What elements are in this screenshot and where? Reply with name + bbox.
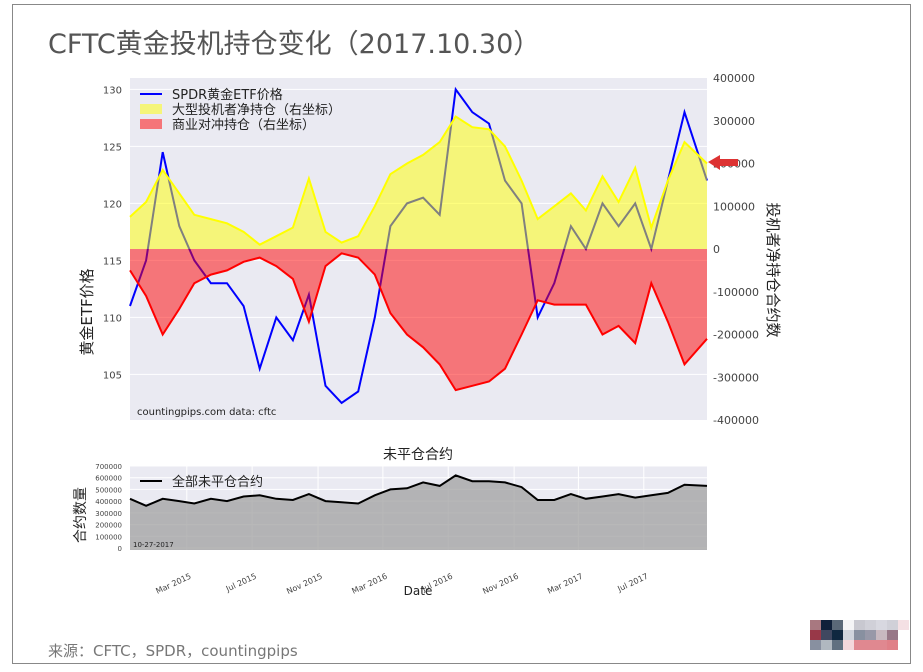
source-note: 来源：CFTC，SPDR，countingpips bbox=[48, 642, 298, 660]
oi-tick-label: 300000 bbox=[95, 510, 122, 518]
legend-label: 大型投机者净持仓（右坐标） bbox=[172, 102, 341, 118]
logo-pixel bbox=[810, 630, 821, 640]
logo-pixel bbox=[887, 640, 898, 650]
logo-pixel bbox=[854, 640, 865, 650]
logo-pixel bbox=[854, 630, 865, 640]
logo-pixel bbox=[865, 640, 876, 650]
x-tick-label: Jul 2017 bbox=[615, 572, 649, 594]
logo-pixel bbox=[843, 640, 854, 650]
oi-fill bbox=[130, 475, 707, 550]
oi-annotation: 10-27-2017 bbox=[133, 541, 174, 549]
logo-pixel bbox=[832, 620, 843, 630]
right-tick-label: -400000 bbox=[713, 414, 759, 427]
logo-pixel bbox=[865, 630, 876, 640]
logo-pixel bbox=[898, 620, 909, 630]
comm-fill-edge bbox=[129, 252, 708, 392]
logo-pixel bbox=[843, 630, 854, 640]
logo-pixel bbox=[865, 620, 876, 630]
oi-tick-label: 500000 bbox=[95, 486, 122, 494]
oi-tick-label: 600000 bbox=[95, 475, 122, 483]
logo-pixel bbox=[832, 640, 843, 650]
left-tick-label: 130 bbox=[103, 85, 122, 96]
slide-frame bbox=[12, 4, 911, 664]
logo-pixel bbox=[898, 630, 909, 640]
right-tick-label: 300000 bbox=[713, 115, 755, 128]
left-tick-label: 115 bbox=[103, 256, 122, 267]
x-tick-label: Nov 2016 bbox=[481, 572, 520, 596]
oi-legend-label: 全部未平仓合约 bbox=[172, 474, 263, 490]
x-axis-label: Date bbox=[404, 584, 433, 598]
right-tick-label: 100000 bbox=[713, 200, 755, 213]
oi-axis-label: 合约数量 bbox=[73, 487, 89, 543]
spec-fill bbox=[130, 116, 707, 249]
logo-pixel bbox=[854, 620, 865, 630]
logo-pixel bbox=[821, 620, 832, 630]
logo-pixel bbox=[876, 640, 887, 650]
logo-pixel bbox=[898, 640, 909, 650]
right-tick-label: -300000 bbox=[713, 371, 759, 384]
logo-pixel bbox=[832, 630, 843, 640]
left-tick-label: 125 bbox=[103, 142, 122, 153]
logo-pixel bbox=[810, 620, 821, 630]
oi-tick-label: 100000 bbox=[95, 533, 122, 541]
logo-pixel bbox=[821, 630, 832, 640]
right-tick-label: 0 bbox=[713, 243, 720, 256]
logo-pixel bbox=[843, 620, 854, 630]
logo-pixel bbox=[876, 630, 887, 640]
oi-line bbox=[129, 474, 708, 507]
right-axis-label: 投机者净持仓合约数 bbox=[764, 202, 782, 337]
page-title: CFTC黄金投机持仓变化（2017.10.30） bbox=[48, 29, 541, 60]
right-tick-label: 400000 bbox=[713, 72, 755, 85]
logo-pixel bbox=[887, 630, 898, 640]
oi-tick-label: 200000 bbox=[95, 522, 122, 530]
arrow-marker bbox=[708, 155, 738, 170]
left-tick-label: 110 bbox=[103, 313, 122, 324]
x-tick-label: Mar 2016 bbox=[350, 572, 388, 596]
oi-tick-label: 0 bbox=[118, 545, 122, 553]
logo-pixel bbox=[821, 640, 832, 650]
legend-swatch bbox=[140, 104, 162, 114]
pixelated-logo bbox=[810, 620, 910, 650]
logo-pixel bbox=[887, 620, 898, 630]
legend-label: 商业对冲持仓（右坐标） bbox=[172, 118, 315, 133]
legend-label: SPDR黄金ETF价格 bbox=[172, 87, 283, 103]
logo-pixel bbox=[876, 620, 887, 630]
x-tick-label: Mar 2017 bbox=[546, 572, 584, 596]
x-tick-label: Nov 2015 bbox=[285, 572, 324, 596]
right-tick-label: -100000 bbox=[713, 286, 759, 299]
spec-fill-edge bbox=[129, 115, 708, 246]
right-tick-label: -200000 bbox=[713, 329, 759, 342]
oi-tick-label: 400000 bbox=[95, 498, 122, 506]
left-tick-label: 105 bbox=[103, 370, 122, 381]
oi-tick-label: 700000 bbox=[95, 463, 122, 471]
comm-fill bbox=[130, 249, 707, 391]
x-tick-label: Mar 2015 bbox=[154, 572, 192, 596]
oi-title: 未平仓合约 bbox=[383, 447, 453, 463]
left-tick-label: 120 bbox=[103, 199, 122, 210]
left-axis-label: 黄金ETF价格 bbox=[78, 268, 96, 355]
x-tick-label: Jul 2015 bbox=[224, 572, 258, 594]
legend-swatch bbox=[140, 119, 162, 129]
logo-pixel bbox=[810, 640, 821, 650]
main-annotation: countingpips.com data: cftc bbox=[137, 407, 276, 418]
